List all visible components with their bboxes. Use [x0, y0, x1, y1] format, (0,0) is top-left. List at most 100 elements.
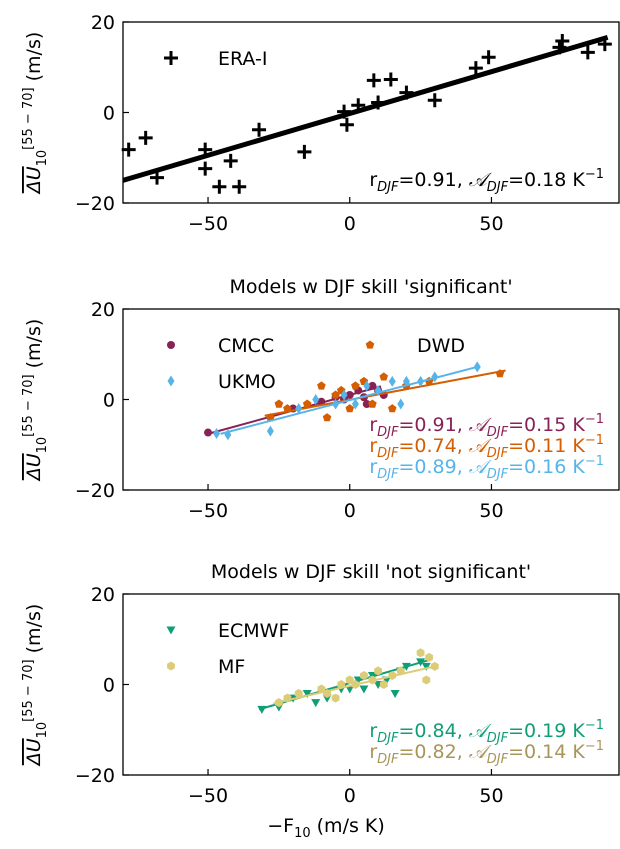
- data-point: [252, 122, 267, 137]
- y-label-unit: (m/s): [23, 319, 45, 375]
- panel-title: Models w DJF skill 'significant': [229, 276, 512, 298]
- annotation-part: r: [369, 456, 377, 478]
- data-point: [232, 179, 247, 194]
- data-point: [379, 680, 388, 689]
- data-point: [198, 161, 213, 176]
- legend-marker: [365, 340, 375, 349]
- annotation-part: DJF: [487, 752, 509, 767]
- data-point: [422, 675, 431, 685]
- annotation-part: DJF: [377, 446, 399, 461]
- y-label-sub: 10: [35, 722, 50, 739]
- data-point: [383, 72, 398, 87]
- legend-label: ECMWF: [218, 620, 289, 642]
- data-point: [366, 73, 381, 88]
- annotation-part: =0.84,: [398, 720, 468, 742]
- data-point: [150, 170, 165, 185]
- annotation-part: r: [369, 741, 377, 763]
- data-point: [555, 34, 570, 49]
- annotation-part: −1: [585, 433, 604, 448]
- legend-label: DWD: [417, 335, 465, 357]
- annotation-part: DJF: [487, 425, 509, 440]
- annotation-part: =0.15 K: [508, 414, 585, 436]
- y-tick-label: −20: [75, 480, 115, 502]
- data-point: [331, 390, 340, 399]
- panel-title: Models w DJF skill 'not significant': [211, 561, 531, 583]
- annotation-part: DJF: [377, 752, 399, 767]
- annotation-part: DJF: [377, 731, 399, 746]
- data-point: [368, 399, 377, 408]
- y-axis-label: ΔU10[55 − 70] (m/s): [21, 319, 50, 483]
- annotation-part: r: [369, 169, 377, 191]
- data-point: [302, 690, 312, 699]
- data-point: [388, 404, 397, 413]
- x-axis-label: −F10 (m/s K): [267, 815, 385, 841]
- fit-line: [258, 658, 433, 711]
- annotation-part: DJF: [487, 467, 509, 482]
- data-point: [212, 179, 227, 194]
- fit-line: [122, 34, 609, 183]
- annotation: rDJF=0.74, 𝒜DJF=0.11 K−1: [369, 433, 604, 461]
- data-point: [295, 403, 303, 415]
- x-label-sub: 10: [294, 826, 311, 841]
- annotation-part: DJF: [487, 180, 509, 195]
- annotation-part: −1: [585, 454, 604, 469]
- annotation-part: =0.91,: [398, 414, 468, 436]
- data-point: [345, 685, 355, 694]
- annotation-part: =0.82,: [398, 741, 468, 763]
- data-point: [294, 689, 303, 698]
- y-tick-label: −20: [75, 765, 115, 787]
- annotation-part: DJF: [377, 467, 399, 482]
- annotation-part: =0.74,: [398, 435, 468, 457]
- x-tick-label: −50: [188, 213, 228, 235]
- legend-marker: [167, 375, 175, 387]
- data-point: [312, 394, 320, 405]
- y-label-main: ΔU: [23, 453, 45, 482]
- y-label-unit: (m/s): [23, 32, 45, 88]
- data-point: [331, 693, 340, 703]
- y-label-main: ΔU: [23, 166, 45, 195]
- annotation-part: =0.14 K: [508, 741, 585, 763]
- data-point: [223, 153, 238, 168]
- data-point: [302, 399, 312, 408]
- data-point: [359, 685, 369, 694]
- x-tick-label: 50: [479, 785, 503, 807]
- data-point: [274, 399, 284, 408]
- data-point: [388, 375, 396, 387]
- data-point: [580, 45, 595, 60]
- annotation-part: −1: [585, 718, 604, 733]
- annotation-part: −1: [585, 412, 604, 427]
- y-tick-label: 20: [91, 299, 115, 321]
- axes-frame: [122, 308, 620, 491]
- y-label-sub: 10: [35, 437, 50, 454]
- legend-marker: [167, 341, 175, 349]
- annotation: rDJF=0.91, 𝒜DJF=0.15 K−1: [369, 412, 604, 440]
- y-label-sub: 10: [35, 150, 50, 167]
- annotation: rDJF=0.82, 𝒜DJF=0.14 K−1: [369, 739, 604, 767]
- x-label-unit: (m/s K): [311, 815, 385, 837]
- y-label-main: ΔU: [23, 738, 45, 767]
- annotation-part: =0.11 K: [508, 435, 585, 457]
- x-tick-label: 0: [344, 785, 356, 807]
- annotation-part: r: [369, 720, 377, 742]
- y-label-sup: [55 − 70]: [21, 87, 36, 149]
- y-tick-label: 0: [103, 675, 115, 697]
- annotation-part: =0.89,: [398, 456, 468, 478]
- data-point: [138, 130, 153, 145]
- x-label-main: −F: [267, 815, 294, 837]
- data-point: [204, 428, 213, 437]
- data-point: [351, 398, 359, 410]
- annotation-part: −1: [585, 739, 604, 754]
- y-axis-label: ΔU10[55 − 70] (m/s): [21, 604, 50, 768]
- legend-marker: [167, 661, 175, 671]
- axes-frame: [122, 21, 620, 204]
- annotation-part: DJF: [487, 446, 509, 461]
- x-tick-label: 50: [479, 213, 503, 235]
- legend-label: CMCC: [218, 335, 274, 357]
- annotation-part: =0.19 K: [508, 720, 585, 742]
- legend-label: UKMO: [218, 371, 276, 393]
- annotation-part: −1: [585, 167, 604, 182]
- data-point: [397, 398, 405, 410]
- data-point: [322, 413, 332, 422]
- annotation-part: r: [369, 435, 377, 457]
- fit-line: [220, 365, 480, 435]
